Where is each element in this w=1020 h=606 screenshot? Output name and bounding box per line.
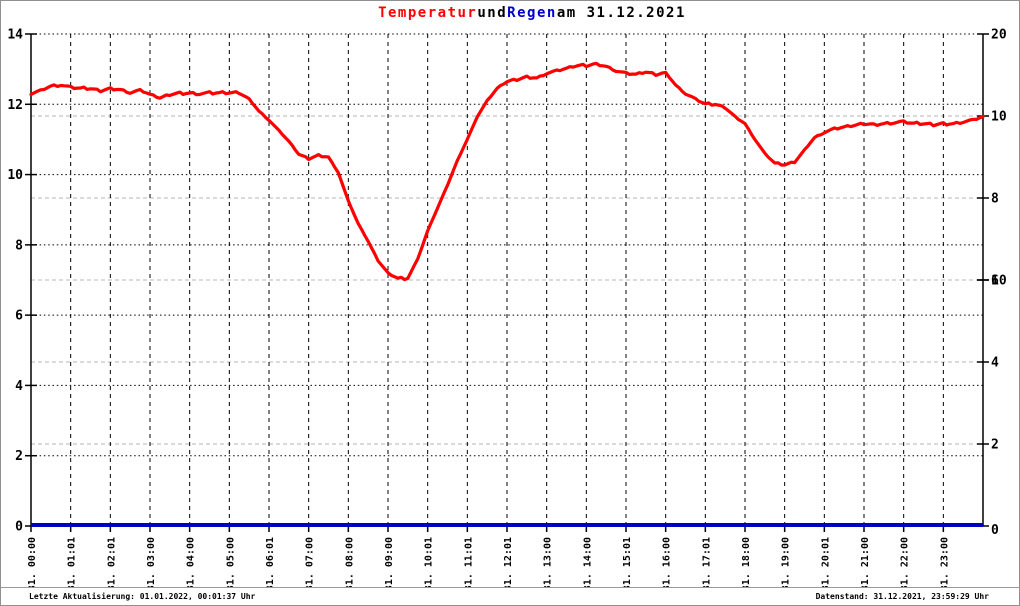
title-conjunction-word: und <box>477 5 508 21</box>
y-axis-right-inner-tick-label: 8 <box>991 192 999 207</box>
y-axis-left-tick-label: 4 <box>15 379 23 394</box>
x-axis-tick-label: 31. 15:01 <box>622 537 633 589</box>
x-axis-tick-label: 31. 17:01 <box>701 537 712 589</box>
x-axis-tick-label: 31. 03:00 <box>146 537 157 589</box>
y-axis-left-tick-label: 0 <box>15 520 23 535</box>
title-rain-word: Regen <box>507 5 557 21</box>
x-axis-tick-label: 31. 02:01 <box>106 537 117 589</box>
title-date-suffix: am 31.12.2021 <box>556 5 686 21</box>
x-axis-tick-label: 31. 04:00 <box>186 537 197 589</box>
y-axis-right-inner-tick-label: 10 <box>991 110 1007 125</box>
y-axis-left-tick-label: 10 <box>7 168 23 183</box>
x-axis-tick-label: 31. 07:00 <box>305 537 316 589</box>
y-axis-left-tick-label: 14 <box>7 28 23 43</box>
y-axis-left-tick-label: 12 <box>7 98 23 113</box>
x-axis-tick-label: 31. 00:00 <box>27 537 38 589</box>
x-axis-tick-label: 31. 22:00 <box>900 537 911 589</box>
x-axis-tick-label: 31. 16:00 <box>662 537 673 589</box>
x-axis-tick-label: 31. 14:00 <box>582 537 593 589</box>
x-axis-tick-label: 31. 23:00 <box>939 537 950 589</box>
title-temperature-word: Temperatur <box>378 5 478 21</box>
x-axis-tick-label: 31. 05:00 <box>225 537 236 589</box>
y-axis-right-inner-tick-label: 4 <box>991 356 999 371</box>
y-axis-right-outer-tick-label: 10 <box>991 274 1007 289</box>
y-axis-left-tick-label: 6 <box>15 309 23 324</box>
temperature-line-series <box>29 61 985 282</box>
chart-canvas: 0 2 4 6 8 10 12 14 0 10 20 2 4 6 8 10 31. 00:00 31. 01:01… <box>7 28 1007 590</box>
x-axis-tick-label: 31. 20:01 <box>820 537 831 589</box>
x-axis-tick-label: 31. 19:00 <box>781 537 792 589</box>
x-axis-tick-label: 31. 01:01 <box>67 537 78 589</box>
x-axis-tick-label: 31. 08:00 <box>344 537 355 589</box>
y-axis-right-inner-tick-label: 2 <box>991 438 999 453</box>
y-axis-left-tick-label: 2 <box>15 449 23 464</box>
x-axis-tick-label: 31. 13:00 <box>543 537 554 589</box>
x-axis-tick-label: 31. 06:01 <box>265 537 276 589</box>
y-axis-left-tick-label: 8 <box>15 238 23 253</box>
y-axis-right-inner-tick-label: 6 <box>991 274 999 289</box>
x-axis-tick-label: 31. 11:01 <box>463 537 474 589</box>
footer-last-update: Letzte Aktualisierung: 01.01.2022, 00:01… <box>29 592 256 601</box>
y-axis-right-outer-tick-label: 20 <box>991 28 1007 43</box>
x-axis-tick-label: 31. 09:00 <box>384 537 395 589</box>
x-axis-tick-label: 31. 21:00 <box>860 537 871 589</box>
x-axis-tick-label: 31. 12:01 <box>503 537 514 589</box>
x-axis-tick-label: 31. 18:00 <box>741 537 752 589</box>
footer-data-state: Datenstand: 31.12.2021, 23:59:29 Uhr <box>815 592 989 601</box>
chart-title: TemperaturundRegenam 31.12.2021 <box>45 5 1019 21</box>
x-axis-tick-label: 31. 10:01 <box>424 537 435 589</box>
footer-bar: Letzte Aktualisierung: 01.01.2022, 00:01… <box>1 587 1019 605</box>
y-axis-right-outer-tick-label: 0 <box>991 523 999 538</box>
